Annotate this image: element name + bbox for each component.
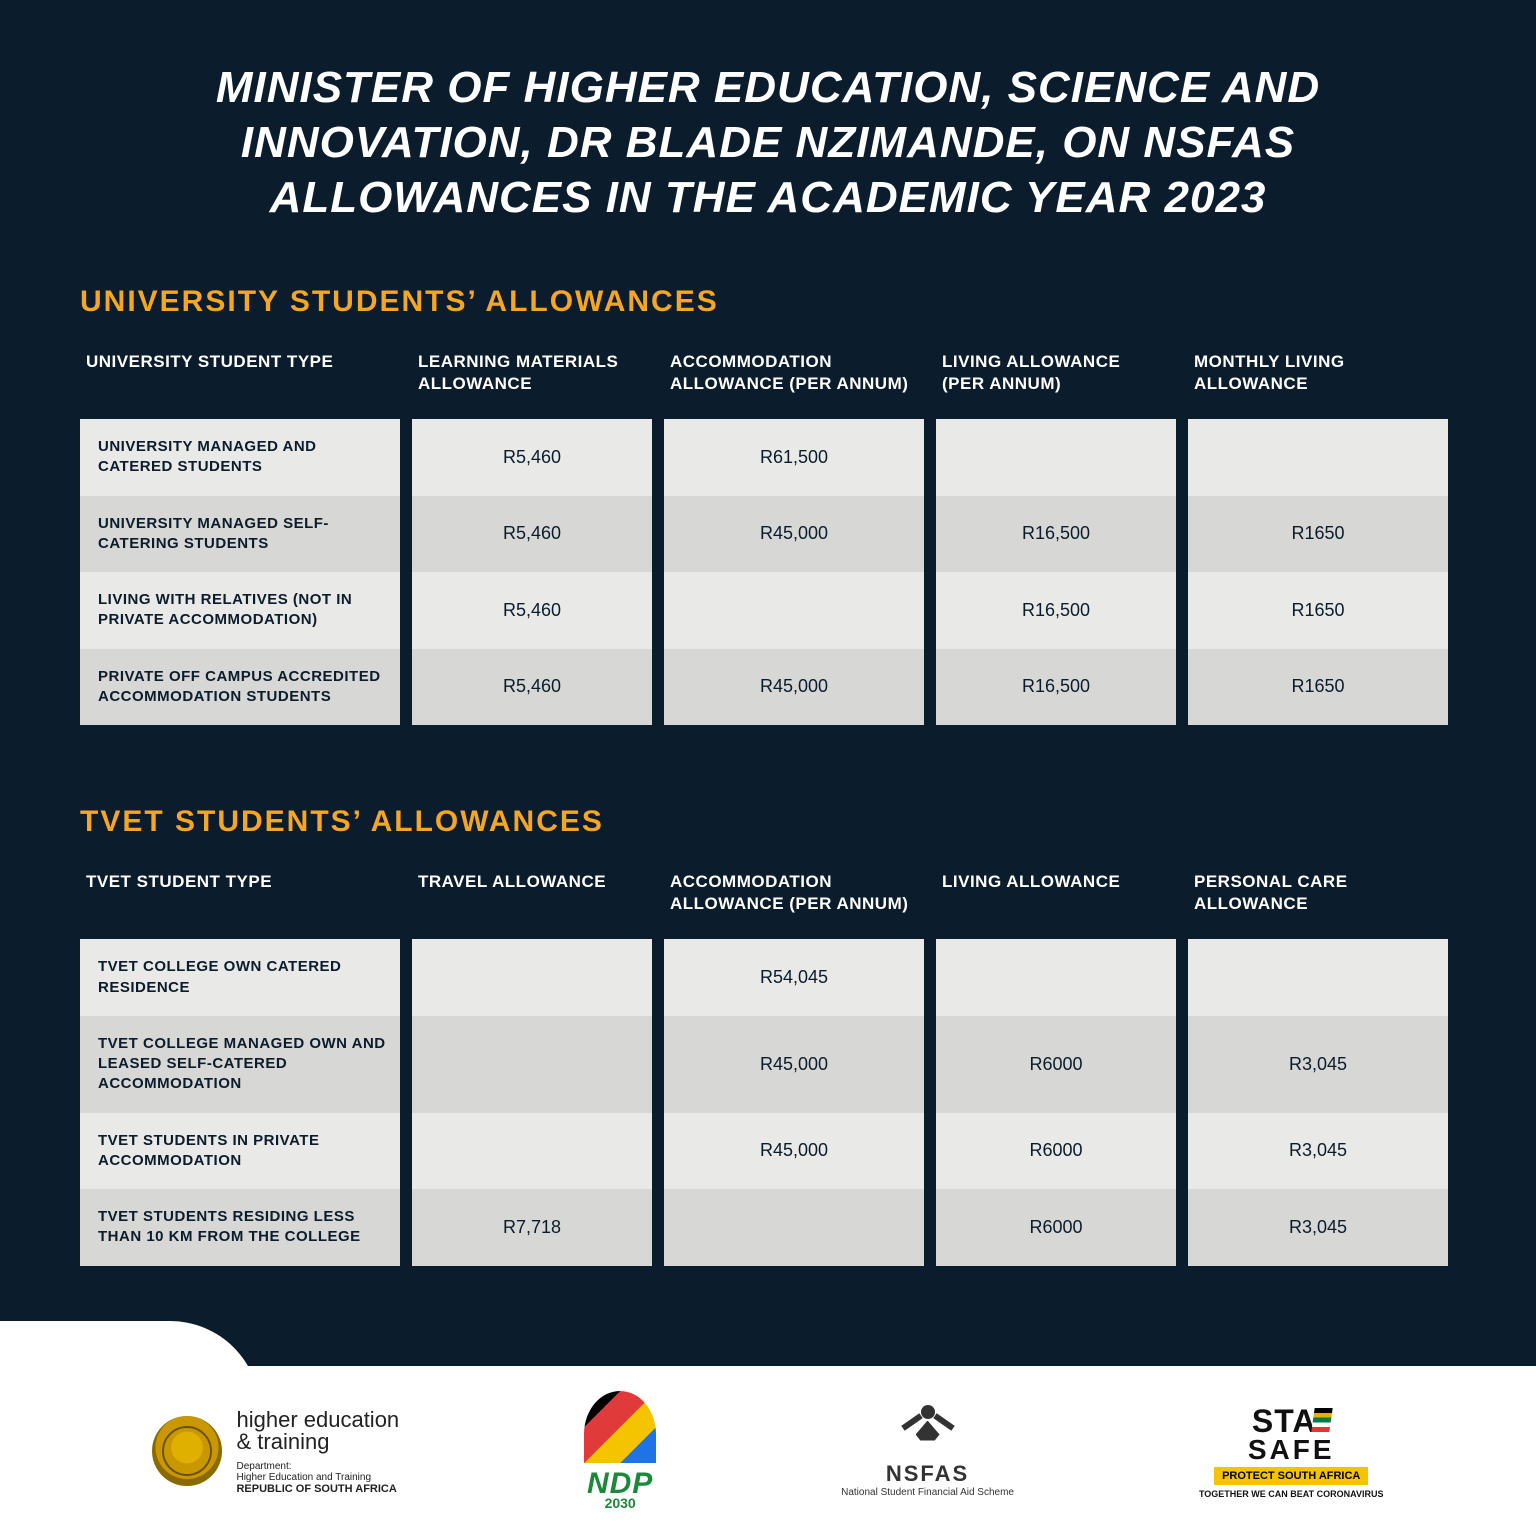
stay-bar: PROTECT SOUTH AFRICA [1214,1467,1368,1485]
row-label: TVET STUDENTS IN PRIVATE ACCOMMODATION [80,1113,400,1190]
cell: R6000 [936,1016,1176,1113]
th: TRAVEL ALLOWANCE [412,861,652,939]
cell [412,1016,652,1113]
th: LIVING ALLOWANCE (PER ANNUM) [936,341,1176,419]
logo-staysafe: STA SAFE PROTECT SOUTH AFRICA TOGETHER W… [1199,1403,1384,1499]
section-heading-tvet: TVET STUDENTS’ ALLOWANCES [80,805,1456,839]
cell: R16,500 [936,496,1176,573]
coat-of-arms-icon [152,1416,222,1486]
cell: R16,500 [936,572,1176,649]
th: TVET STUDENT TYPE [80,861,400,939]
row-label: TVET COLLEGE MANAGED OWN AND LEASED SELF… [80,1016,400,1113]
het-line4: Higher Education and Training [236,1472,399,1483]
cell [1188,939,1448,1016]
ndp-icon [584,1391,656,1463]
cell: R3,045 [1188,1189,1448,1266]
page: MINISTER OF HIGHER EDUCATION, SCIENCE AN… [0,0,1536,1536]
cell: R45,000 [664,649,924,726]
het-line5: REPUBLIC OF SOUTH AFRICA [236,1483,399,1495]
footer: higher education & training Department: … [0,1366,1536,1536]
th: LEARNING MATERIALS ALLOWANCE [412,341,652,419]
section-heading-university: UNIVERSITY STUDENTS’ ALLOWANCES [80,285,1456,319]
het-line3: Department: [236,1461,399,1472]
row-label: TVET STUDENTS RESIDING LESS THAN 10 KM F… [80,1189,400,1266]
table-university: UNIVERSITY STUDENT TYPE LEARNING MATERIA… [80,341,1456,725]
cell: R5,460 [412,572,652,649]
cell: R6000 [936,1189,1176,1266]
nsfas-sub: National Student Financial Aid Scheme [841,1487,1014,1498]
cell: R5,460 [412,649,652,726]
th: MONTHLY LIVING ALLOWANCE [1188,341,1448,419]
nsfas-icon [903,1405,953,1455]
th: ACCOMMODATION ALLOWANCE (PER ANNUM) [664,861,924,939]
cell: R5,460 [412,419,652,496]
cell [412,1113,652,1190]
row-label: PRIVATE OFF CAMPUS ACCREDITED ACCOMMODAT… [80,649,400,726]
cell: R5,460 [412,496,652,573]
cell: R3,045 [1188,1016,1448,1113]
cell [412,939,652,1016]
nsfas-title: NSFAS [841,1461,1014,1487]
het-text: higher education & training Department: … [236,1407,399,1495]
cell: R1650 [1188,649,1448,726]
cell [936,419,1176,496]
row-label: UNIVERSITY MANAGED AND CATERED STUDENTS [80,419,400,496]
cell: R45,000 [664,1016,924,1113]
th: UNIVERSITY STUDENT TYPE [80,341,400,419]
cell: R1650 [1188,572,1448,649]
cell: R3,045 [1188,1113,1448,1190]
cell: R45,000 [664,1113,924,1190]
stay-safe: SAFE [1199,1434,1384,1466]
logo-ndp: NDP 2030 [584,1391,656,1511]
logo-het: higher education & training Department: … [152,1407,399,1495]
cell: R16,500 [936,649,1176,726]
row-label: TVET COLLEGE OWN CATERED RESIDENCE [80,939,400,1016]
cell [936,939,1176,1016]
row-label: UNIVERSITY MANAGED SELF-CATERING STUDENT… [80,496,400,573]
cell: R61,500 [664,419,924,496]
stay-tag: TOGETHER WE CAN BEAT CORONAVIRUS [1199,1489,1384,1499]
cell: R1650 [1188,496,1448,573]
logo-nsfas: NSFAS National Student Financial Aid Sch… [841,1405,1014,1498]
page-title: MINISTER OF HIGHER EDUCATION, SCIENCE AN… [118,60,1418,225]
row-label: LIVING WITH RELATIVES (NOT IN PRIVATE AC… [80,572,400,649]
th: PERSONAL CARE ALLOWANCE [1188,861,1448,939]
cell [664,572,924,649]
cell: R6000 [936,1113,1176,1190]
th: LIVING ALLOWANCE [936,861,1176,939]
cell [664,1189,924,1266]
cell: R7,718 [412,1189,652,1266]
th: ACCOMMODATION ALLOWANCE (PER ANNUM) [664,341,924,419]
table-tvet: TVET STUDENT TYPE TRAVEL ALLOWANCE ACCOM… [80,861,1456,1265]
cell: R54,045 [664,939,924,1016]
flag-icon [1311,1408,1332,1432]
cell: R45,000 [664,496,924,573]
cell [1188,419,1448,496]
